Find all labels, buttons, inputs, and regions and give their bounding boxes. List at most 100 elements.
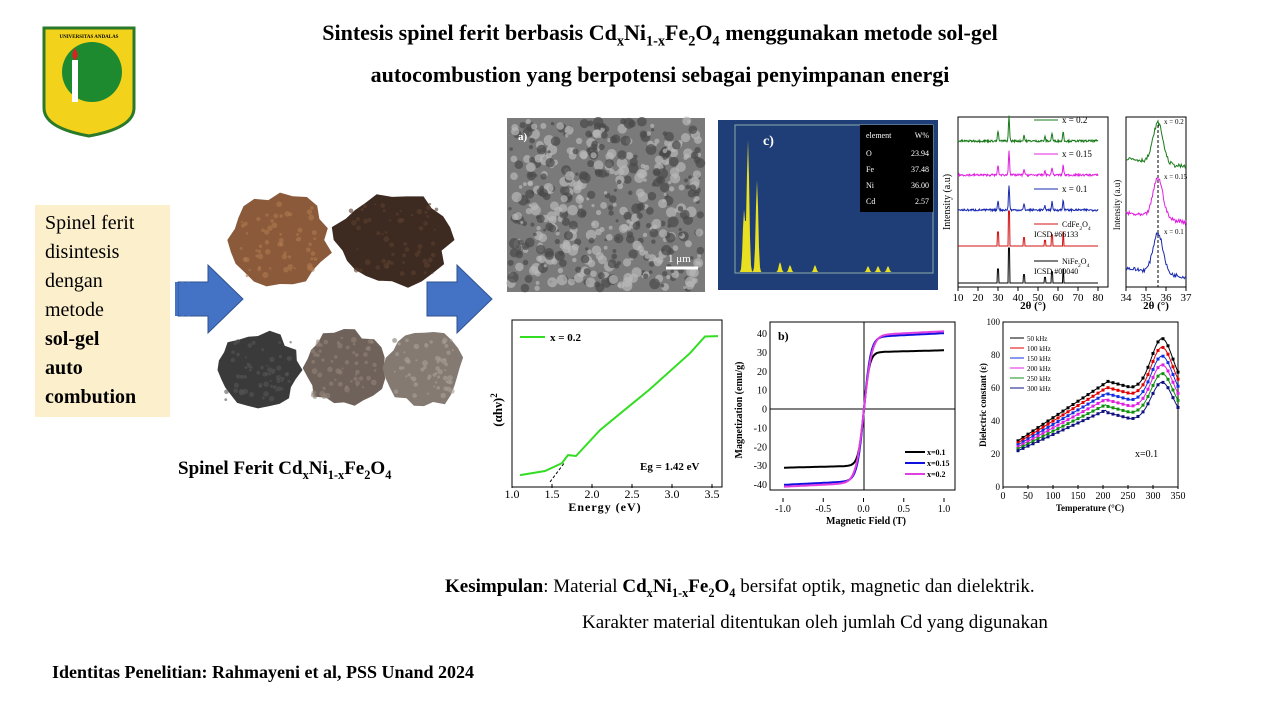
curve-marker [1036, 426, 1040, 430]
powder-grain [451, 349, 454, 352]
powder-grain [358, 268, 363, 273]
sem-grain [524, 275, 533, 283]
plot-frame [1125, 116, 1187, 288]
powder-grain [362, 204, 367, 209]
box-line: auto [45, 357, 83, 379]
curve-marker [1116, 388, 1120, 392]
sem-grain [591, 140, 599, 148]
powder-grain [348, 208, 354, 213]
sem-grain [593, 160, 604, 171]
powder-grain [434, 381, 438, 384]
arrow-stripe [187, 282, 190, 316]
curve-marker [1156, 348, 1160, 352]
y-tick-label: -30 [754, 461, 767, 472]
x-tick-label: 2.5 [625, 487, 640, 501]
sem-grain [530, 205, 541, 216]
powder-grain [416, 208, 423, 215]
powder-grain [287, 379, 291, 384]
curve-marker [1156, 357, 1160, 361]
curve-marker [1036, 437, 1040, 441]
sem-grain [646, 131, 651, 136]
sem-grain [536, 244, 546, 255]
curve-marker [1156, 340, 1160, 344]
powder-grain [351, 219, 357, 226]
curve-marker [1096, 401, 1100, 405]
legend-label: x = 0.2 [1062, 115, 1087, 125]
sem-grain [525, 162, 536, 173]
curve-marker [1016, 439, 1020, 443]
curve-marker [1156, 374, 1160, 378]
powder-grain [224, 398, 228, 402]
powder-grain [400, 218, 405, 223]
powder-grain [431, 253, 436, 258]
sem-grain [572, 257, 577, 263]
sem-grain [507, 271, 519, 283]
powder-grain [444, 369, 447, 372]
x-tick-label: 35 [1141, 292, 1153, 304]
curve-marker [1061, 424, 1065, 428]
sem-grain [529, 156, 535, 163]
powder-grain [310, 206, 314, 210]
sem-grain [696, 246, 705, 255]
x-tick-label: 1.0 [505, 487, 520, 501]
sem-grain [663, 192, 667, 197]
curve-marker [1111, 406, 1115, 410]
text: Fe [688, 576, 709, 597]
title-text: Fe [665, 20, 689, 45]
sem-grain [543, 264, 547, 268]
curve-marker [1176, 370, 1180, 374]
legend-label: x = 0.1 [1062, 184, 1087, 194]
curve-marker [1161, 380, 1165, 384]
sem-grain [550, 136, 561, 147]
powder-grain [353, 267, 359, 273]
powder-grain [230, 357, 236, 363]
curve-marker [1146, 387, 1150, 391]
curve-marker [1051, 419, 1055, 423]
powder-grain [242, 388, 249, 395]
powder-grain [399, 210, 402, 213]
curve-marker [1041, 425, 1045, 429]
x-tick-label: 50 [1033, 292, 1045, 304]
powder-grain [244, 257, 250, 263]
subscript: 4 [712, 33, 720, 50]
text: : Material [543, 576, 623, 597]
powder-grain [405, 375, 408, 378]
powder-grain [280, 376, 285, 381]
curve-marker [1101, 404, 1105, 408]
curve-marker [1056, 430, 1060, 434]
powder-grain [403, 242, 408, 247]
sem-grain [564, 133, 569, 138]
curve-marker [1116, 407, 1120, 411]
sem-grain [645, 207, 654, 215]
powder-grain [435, 366, 440, 371]
powder-grain [293, 267, 296, 270]
curve-marker [1041, 428, 1045, 432]
table-cell: Ni [866, 181, 875, 190]
sem-grain [607, 259, 617, 269]
powder-grain [269, 379, 272, 382]
powder-grain [444, 344, 449, 348]
powder-grain [344, 386, 350, 393]
subscript: 2 [708, 585, 715, 600]
sem-grain [559, 259, 567, 268]
scale-label: 1 μm [668, 253, 691, 265]
curve-marker [1126, 391, 1130, 395]
powder-grain [355, 216, 361, 222]
powder-grain [373, 369, 377, 372]
sem-grain [644, 253, 651, 259]
caption-text: Ni [308, 458, 328, 479]
legend-label: 200 kHz [1027, 365, 1051, 373]
sem-grain [678, 232, 683, 237]
sem-grain [673, 174, 678, 179]
powder-grain [363, 352, 368, 357]
subscript: 1-x [327, 467, 345, 482]
sem-grain [511, 213, 519, 221]
caption-text: Spinel Ferit Cd [178, 458, 303, 479]
title-line: autocombustion yang berpotensi sebagai p… [370, 62, 950, 88]
curve-marker [1161, 363, 1165, 367]
sem-grain [670, 269, 675, 274]
sem-grain [666, 207, 677, 218]
curve-marker [1091, 389, 1095, 393]
sem-grain [625, 234, 635, 244]
xrd-curve [958, 247, 1098, 284]
